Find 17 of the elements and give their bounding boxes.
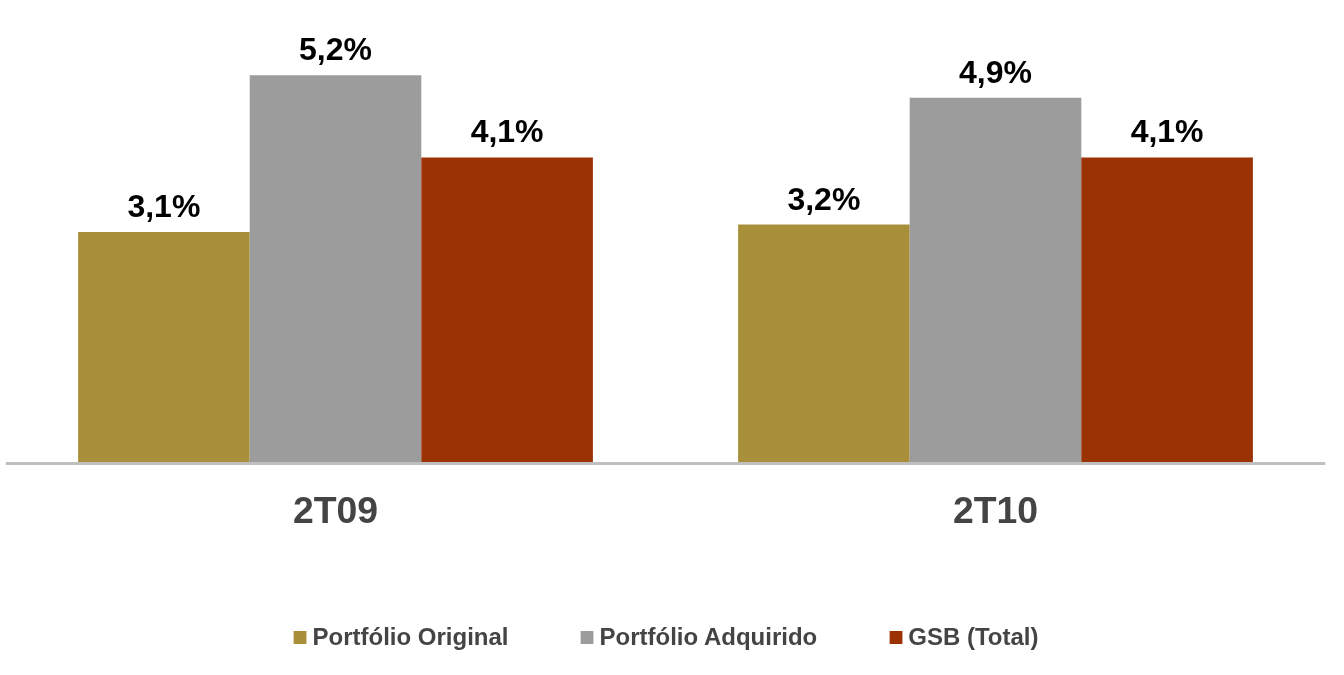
data-label: 4,1% xyxy=(1130,113,1204,150)
legend-label: GSB (Total) xyxy=(908,623,1039,651)
bar xyxy=(909,97,1082,464)
data-label: 3,1% xyxy=(127,187,201,224)
data-label: 3,2% xyxy=(787,180,861,217)
data-label: 5,2% xyxy=(299,31,372,68)
bar xyxy=(421,157,593,464)
bar xyxy=(249,75,422,464)
bar xyxy=(738,224,910,464)
bar xyxy=(78,231,250,464)
data-label: 4,9% xyxy=(959,53,1032,90)
bar xyxy=(1081,157,1253,464)
data-label: 4,1% xyxy=(470,113,544,150)
legend-label: Portfólio Adquirido xyxy=(599,623,818,651)
x-tick-label: 2T09 xyxy=(292,489,379,532)
legend-label: Portfólio Original xyxy=(312,623,509,651)
x-tick-label: 2T10 xyxy=(952,489,1039,532)
